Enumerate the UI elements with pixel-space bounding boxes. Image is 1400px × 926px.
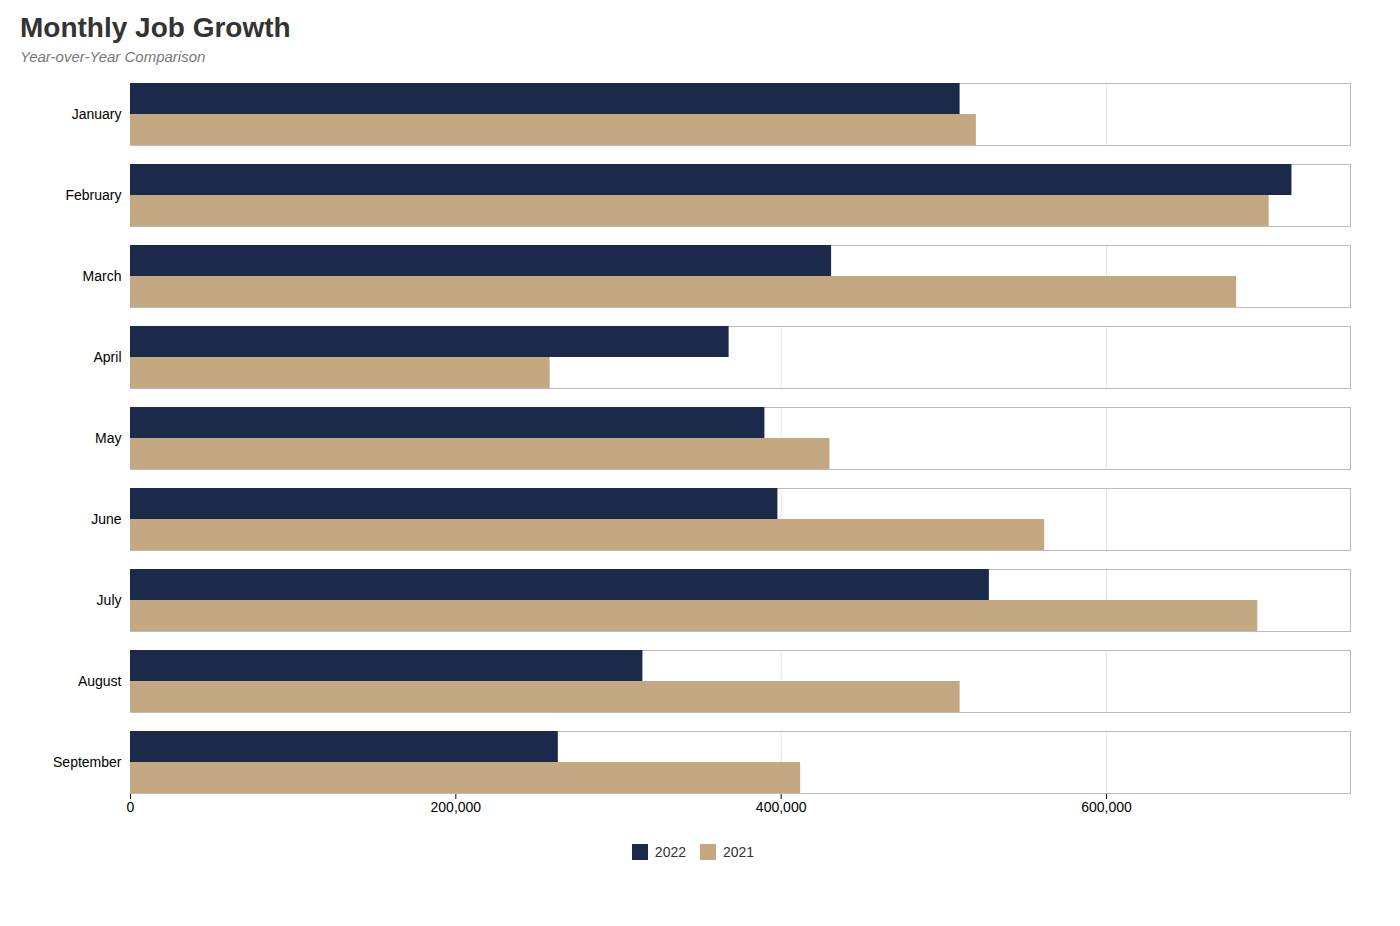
svg-text:September: September bbox=[53, 754, 122, 770]
svg-text:400,000: 400,000 bbox=[756, 799, 807, 815]
svg-text:200,000: 200,000 bbox=[431, 799, 482, 815]
html-text:2022: 2022 bbox=[654, 843, 686, 860]
svg-text:February: February bbox=[65, 187, 121, 203]
html-text:2021: 2021 bbox=[723, 843, 755, 860]
html-text:Year-over-Year Comparison: Year-over-Year Comparison bbox=[20, 48, 206, 65]
svg-text:June: June bbox=[91, 511, 122, 527]
html-text:Monthly Job Growth: Monthly Job Growth bbox=[20, 12, 291, 43]
svg-text:August: August bbox=[78, 673, 122, 689]
svg-text:July: July bbox=[97, 592, 122, 608]
svg-text:May: May bbox=[95, 430, 121, 446]
svg-text:600,000: 600,000 bbox=[1081, 799, 1132, 815]
svg-text:March: March bbox=[83, 268, 122, 284]
svg-text:0: 0 bbox=[127, 799, 135, 815]
svg-text:January: January bbox=[72, 106, 122, 122]
svg-text:April: April bbox=[93, 349, 121, 365]
